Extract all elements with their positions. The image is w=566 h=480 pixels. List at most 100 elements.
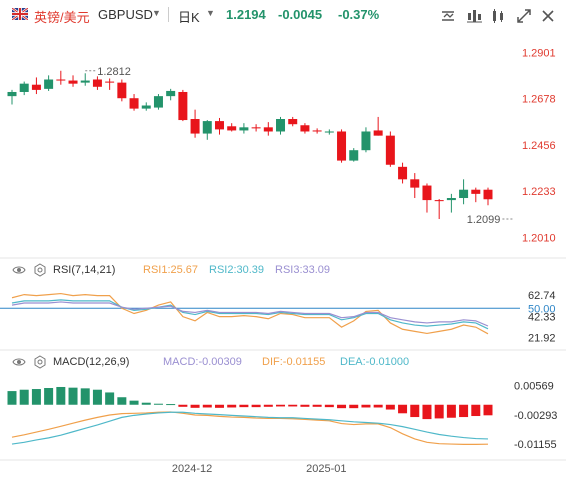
macd-bar [361,404,371,408]
candle-body [410,179,420,188]
macd-bar [31,389,41,405]
macd-bar [117,397,127,405]
candle-body [349,150,359,161]
macd-bar [202,404,212,408]
macd-bar [178,404,188,407]
macd-bar [276,404,286,407]
rsi-line-rsi2 [11,299,489,330]
macd-bar [251,404,261,408]
macd-axis-label: -0.01155 [514,439,557,451]
macd-bar [92,389,102,405]
dea-line [11,411,489,445]
candle-body [239,127,249,131]
candle-body [117,82,127,99]
drawing-tools-icon[interactable] [488,6,508,26]
candle-body [105,81,115,83]
timeframe-selector[interactable]: 日K [178,10,200,25]
candle-body [166,90,176,97]
uk-flag-icon [12,8,28,20]
macd-bar [56,386,66,405]
candle-body [56,79,66,81]
candle-body [190,119,200,134]
price-change: -0.0045 [278,7,323,22]
macd-bar [324,404,334,408]
rsi-axis-label: 50.00 [528,303,556,315]
close-icon[interactable] [538,6,558,26]
candle-body [19,83,29,92]
price-axis-label: 1.2678 [522,94,556,106]
divider [168,7,169,22]
candle-body [471,189,481,194]
macd-bar [7,391,17,405]
price-axis-label: 1.2456 [522,140,556,152]
gear-icon[interactable] [33,263,47,277]
macd-bar [288,404,298,407]
visibility-icon[interactable] [12,355,26,369]
rsi3-value: RSI3:33.09 [275,264,331,276]
candle-body [446,198,456,201]
macd-bar [385,404,395,410]
candle-body [337,131,347,161]
price-axis-label: 1.2233 [522,186,556,198]
pair-name[interactable]: 英镑/美元 [34,10,90,25]
macd-bar [153,403,163,405]
gear-icon[interactable] [33,355,47,369]
macd-bar [459,404,469,418]
macd-bar [68,387,78,405]
visibility-icon[interactable] [12,263,26,277]
candle-body [361,131,371,151]
candle-body [312,130,322,132]
candle-body [7,91,17,97]
macd-bar [44,388,54,405]
chart-settings-icon[interactable] [438,6,458,26]
candle-body [288,119,298,125]
rsi-label: RSI(7,14,21) [53,264,116,276]
chevron-down-icon[interactable]: ▼ [152,8,161,18]
macd-axis-label: 0.00569 [514,380,554,392]
rsi1-value: RSI1:25.67 [143,264,199,276]
candle-body [398,166,408,180]
candle-body [31,84,41,90]
candle-body [251,127,261,129]
dif-value: DIF:-0.01155 [262,356,326,368]
candle-body [80,80,90,83]
candle-body [92,79,102,87]
macd-value: MACD:-0.00309 [163,356,242,368]
macd-bar [398,404,408,414]
price-axis-label: 1.2010 [522,233,556,245]
macd-bar [300,404,310,407]
fullscreen-icon[interactable] [514,6,534,26]
rsi-line-rsi1 [11,292,489,335]
symbol-label[interactable]: GBPUSD [98,7,153,22]
high-annotation: 1.2812 [97,66,131,78]
indicator-icon[interactable] [464,6,484,26]
macd-bar [190,404,200,408]
low-annotation: 1.2099 [467,214,501,226]
macd-bar [337,404,347,409]
macd-bar [166,404,176,406]
candle-body [202,121,212,134]
candle-body [385,135,395,165]
candle-body [178,91,188,121]
macd-bar [471,404,481,417]
chevron-down-icon[interactable]: ▼ [206,8,215,18]
macd-bar [129,400,139,405]
dif-line [11,411,489,445]
price-change-pct: -0.37% [338,7,380,22]
macd-bar [214,404,224,408]
macd-bar [80,388,90,405]
candle-body [459,189,469,199]
macd-bar [105,392,115,405]
candle-body [44,79,54,89]
rsi-axis-label: 42.33 [528,311,556,323]
macd-axis-label: -0.00293 [514,410,557,422]
macd-bar [312,404,322,407]
candle-body [141,105,151,109]
candle-body [129,98,139,109]
macd-bar [373,404,383,408]
macd-bar [263,404,273,407]
macd-bar [410,404,420,418]
macd-bar [349,404,359,409]
candle-body [214,121,224,130]
